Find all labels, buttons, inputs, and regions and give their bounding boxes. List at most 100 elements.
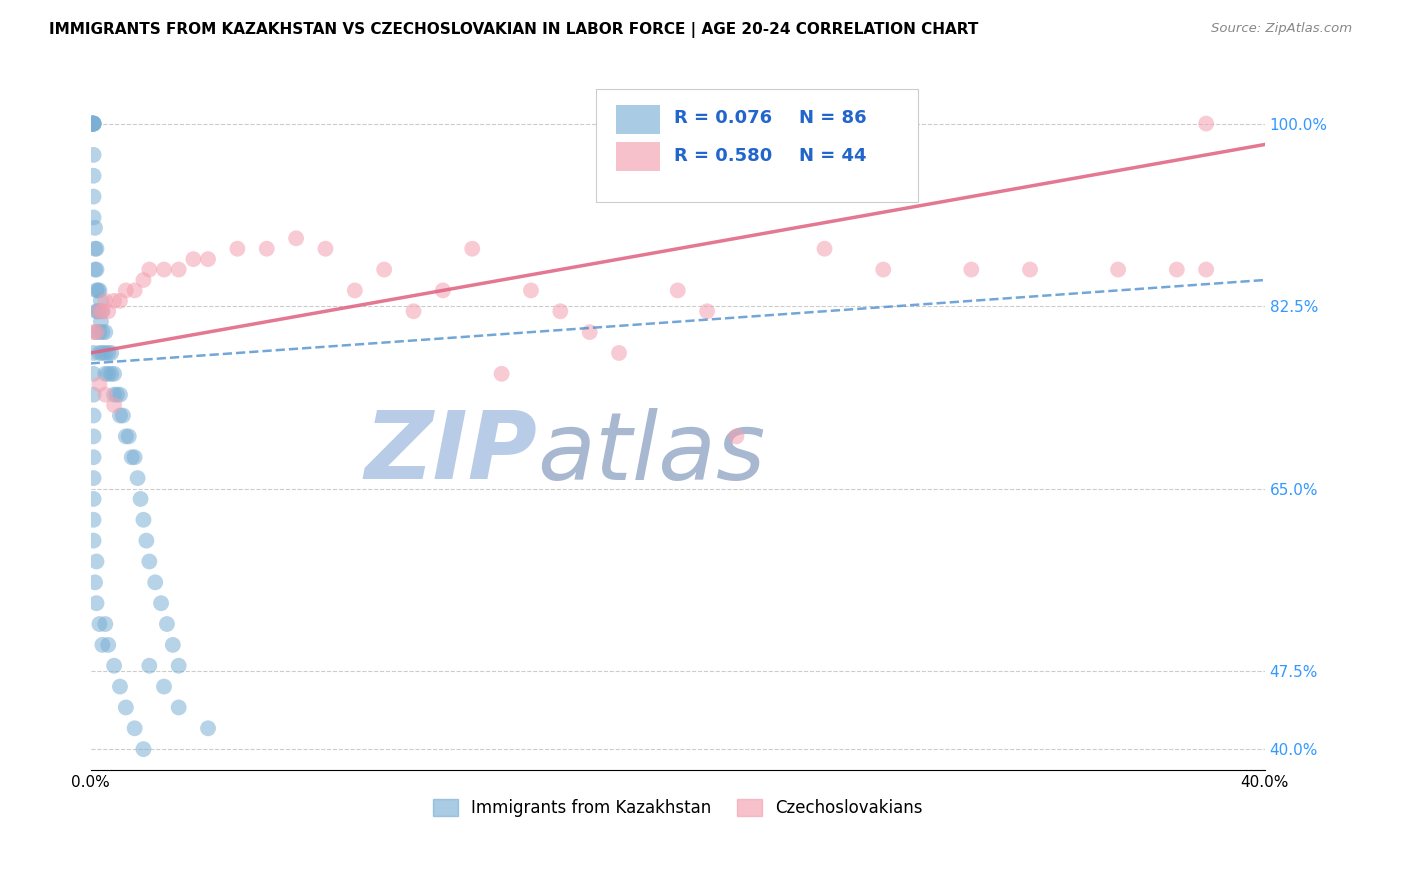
- Point: [520, 284, 543, 298]
- Point: [90, 293, 112, 308]
- Point: [153, 680, 176, 694]
- Point: [491, 367, 513, 381]
- Point: [100, 367, 122, 381]
- Point: [89, 284, 111, 298]
- Point: [91, 638, 114, 652]
- Point: [115, 284, 138, 298]
- Point: [91, 304, 114, 318]
- Point: [138, 262, 160, 277]
- Point: [115, 700, 138, 714]
- Point: [138, 554, 160, 568]
- Text: Source: ZipAtlas.com: Source: ZipAtlas.com: [1212, 22, 1353, 36]
- Point: [124, 284, 146, 298]
- Point: [1107, 262, 1129, 277]
- Point: [84, 262, 107, 277]
- Point: [578, 325, 600, 339]
- Point: [91, 304, 114, 318]
- Point: [83, 325, 105, 339]
- Point: [666, 284, 689, 298]
- Point: [86, 262, 108, 277]
- Point: [94, 325, 117, 339]
- Point: [1195, 262, 1218, 277]
- Point: [285, 231, 308, 245]
- Point: [94, 293, 117, 308]
- Point: [108, 387, 131, 401]
- Point: [1195, 117, 1218, 131]
- Point: [83, 409, 105, 423]
- Point: [83, 429, 105, 443]
- Text: ZIP: ZIP: [364, 408, 537, 500]
- Point: [100, 346, 122, 360]
- Point: [197, 721, 219, 735]
- Point: [432, 284, 454, 298]
- Point: [89, 325, 111, 339]
- Point: [183, 252, 205, 267]
- Point: [105, 387, 128, 401]
- Point: [86, 242, 108, 256]
- Point: [135, 533, 157, 548]
- Point: [129, 491, 152, 506]
- Point: [80, 117, 103, 131]
- Point: [1019, 262, 1042, 277]
- Point: [80, 117, 103, 131]
- Point: [86, 596, 108, 610]
- Point: [402, 304, 425, 318]
- Point: [132, 742, 155, 756]
- Point: [115, 429, 138, 443]
- FancyBboxPatch shape: [596, 89, 918, 202]
- Point: [696, 304, 718, 318]
- Point: [83, 491, 105, 506]
- Point: [86, 284, 108, 298]
- Point: [89, 617, 111, 632]
- Point: [121, 450, 143, 465]
- Point: [103, 658, 125, 673]
- Point: [132, 273, 155, 287]
- Point: [167, 658, 190, 673]
- Point: [83, 117, 105, 131]
- Point: [89, 304, 111, 318]
- Point: [87, 284, 110, 298]
- Point: [108, 409, 131, 423]
- Point: [80, 117, 103, 131]
- Point: [83, 387, 105, 401]
- Point: [550, 304, 572, 318]
- Text: R = 0.076: R = 0.076: [675, 109, 772, 127]
- Point: [103, 387, 125, 401]
- Point: [83, 450, 105, 465]
- Point: [124, 450, 146, 465]
- Point: [91, 346, 114, 360]
- Point: [89, 346, 111, 360]
- Point: [86, 304, 108, 318]
- Point: [103, 293, 125, 308]
- Point: [83, 117, 105, 131]
- Point: [94, 346, 117, 360]
- Point: [108, 680, 131, 694]
- Point: [960, 262, 983, 277]
- Point: [103, 398, 125, 412]
- Text: N = 86: N = 86: [799, 109, 866, 127]
- Point: [314, 242, 336, 256]
- Point: [83, 367, 105, 381]
- Legend: Immigrants from Kazakhstan, Czechoslovakians: Immigrants from Kazakhstan, Czechoslovak…: [426, 792, 929, 823]
- Point: [813, 242, 835, 256]
- Text: atlas: atlas: [537, 408, 765, 499]
- Point: [87, 304, 110, 318]
- Point: [83, 346, 105, 360]
- Point: [226, 242, 249, 256]
- Point: [162, 638, 184, 652]
- Point: [83, 471, 105, 485]
- Text: IMMIGRANTS FROM KAZAKHSTAN VS CZECHOSLOVAKIAN IN LABOR FORCE | AGE 20-24 CORRELA: IMMIGRANTS FROM KAZAKHSTAN VS CZECHOSLOV…: [49, 22, 979, 38]
- Point: [94, 387, 117, 401]
- Point: [83, 533, 105, 548]
- Point: [153, 262, 176, 277]
- Point: [461, 242, 484, 256]
- Point: [167, 262, 190, 277]
- Point: [156, 617, 179, 632]
- Point: [86, 325, 108, 339]
- Point: [197, 252, 219, 267]
- Point: [118, 429, 141, 443]
- Point: [84, 220, 107, 235]
- Point: [83, 513, 105, 527]
- Point: [111, 409, 134, 423]
- Point: [1166, 262, 1188, 277]
